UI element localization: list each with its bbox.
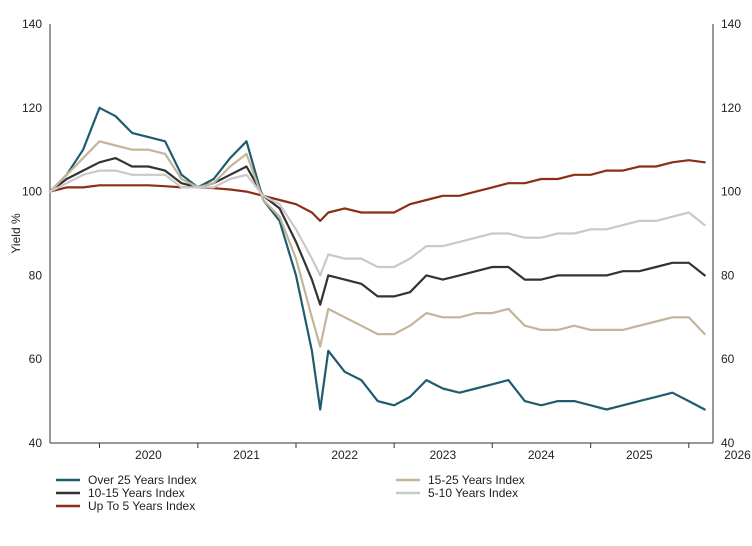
y-tick-label-right: 100 bbox=[721, 185, 741, 199]
chart-series-lines bbox=[48, 106, 706, 411]
y-tick-label-left: 60 bbox=[29, 352, 43, 366]
y-tick-label-left: 100 bbox=[22, 185, 42, 199]
legend-label: 10-15 Years Index bbox=[88, 486, 185, 500]
y-tick-label-right: 40 bbox=[721, 436, 735, 450]
y-tick-label-left: 120 bbox=[22, 101, 42, 115]
x-tick-label: 2021 bbox=[233, 448, 260, 462]
x-tick-label: 2020 bbox=[135, 448, 162, 462]
legend-label: 15-25 Years Index bbox=[428, 473, 525, 487]
y-tick-label-right: 80 bbox=[721, 268, 735, 282]
x-tick-label: 2026 bbox=[724, 448, 751, 462]
y-tick-label-right: 140 bbox=[721, 17, 741, 31]
x-tick-label: 2022 bbox=[331, 448, 358, 462]
series-line-up-to-5-years-index bbox=[48, 159, 706, 222]
y-tick-label-right: 120 bbox=[721, 101, 741, 115]
y-axis-label: Yield % bbox=[9, 213, 23, 254]
series-line-over-25-years-index bbox=[48, 106, 706, 411]
y-tick-label-left: 140 bbox=[22, 17, 42, 31]
y-tick-label-left: 40 bbox=[29, 436, 43, 450]
series-line-5-10-years-index bbox=[48, 169, 706, 277]
x-tick-label: 2023 bbox=[429, 448, 456, 462]
legend-label: Up To 5 Years Index bbox=[88, 499, 195, 513]
x-tick-label: 2024 bbox=[528, 448, 555, 462]
series-line-10-15-years-index bbox=[48, 157, 706, 306]
chart-axes: 40 40 60 60 80 80 100 100 120 120 140 140 2020 2021 20… bbox=[9, 17, 751, 462]
legend-label: Over 25 Years Index bbox=[88, 473, 197, 487]
x-tick-label: 2025 bbox=[626, 448, 653, 462]
y-tick-label-right: 60 bbox=[721, 352, 735, 366]
legend-label: 5-10 Years Index bbox=[428, 486, 518, 500]
y-tick-label-left: 80 bbox=[29, 268, 43, 282]
series-line-15-25-years-index bbox=[48, 140, 706, 348]
